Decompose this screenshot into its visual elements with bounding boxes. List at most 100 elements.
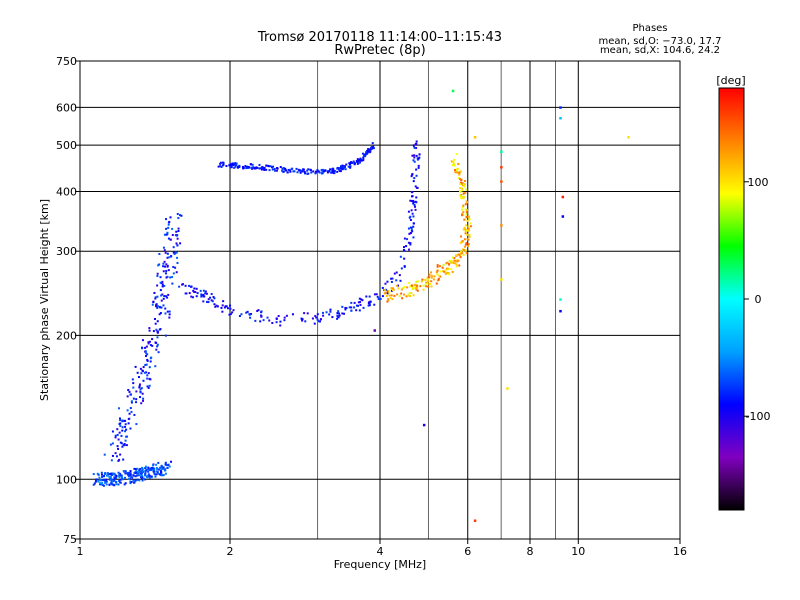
echo-point xyxy=(258,167,261,170)
echo-point xyxy=(402,286,405,289)
echo-point xyxy=(126,409,129,412)
echo-point xyxy=(159,312,162,315)
echo-point xyxy=(276,167,279,170)
echo-point xyxy=(121,426,124,429)
echo-point xyxy=(162,297,165,300)
echo-point xyxy=(253,167,256,170)
echo-point xyxy=(358,297,361,300)
echo-point xyxy=(298,169,301,172)
echo-point xyxy=(390,289,393,292)
echo-point xyxy=(222,300,225,303)
echo-point xyxy=(286,171,289,174)
x-tick-label: 1 xyxy=(77,545,84,558)
echo-point xyxy=(391,277,394,280)
echo-point xyxy=(445,262,448,265)
echo-point xyxy=(427,276,430,279)
echo-point xyxy=(469,222,472,225)
echo-point xyxy=(166,265,169,268)
echo-point xyxy=(135,390,138,393)
echo-point xyxy=(130,410,133,413)
echo-point xyxy=(124,425,127,428)
echo-point xyxy=(165,276,168,279)
echo-point xyxy=(113,477,116,480)
echo-point xyxy=(417,166,420,169)
echo-point xyxy=(420,280,423,283)
echo-point xyxy=(152,330,155,333)
echo-point xyxy=(409,232,412,235)
echo-point xyxy=(345,307,348,310)
echo-point xyxy=(468,233,471,236)
echo-point xyxy=(357,160,360,163)
echo-point xyxy=(265,164,268,167)
echo-point xyxy=(350,309,353,312)
echo-point xyxy=(159,289,162,292)
echo-point xyxy=(465,242,468,245)
echo-point xyxy=(166,252,169,255)
echo-point xyxy=(165,218,168,221)
echo-point xyxy=(195,295,198,298)
echo-point xyxy=(217,165,220,168)
echo-point xyxy=(410,195,413,198)
echo-point xyxy=(147,468,150,471)
echo-point xyxy=(207,298,210,301)
echo-point xyxy=(117,438,120,441)
echo-point xyxy=(145,345,148,348)
echo-point xyxy=(293,170,296,173)
echo-point xyxy=(281,169,284,172)
echo-point xyxy=(438,274,441,277)
echo-point xyxy=(301,318,304,321)
echo-point xyxy=(318,320,321,323)
echo-point xyxy=(466,219,469,222)
echo-point xyxy=(166,256,169,259)
echo-point xyxy=(129,475,132,478)
echo-point xyxy=(371,142,374,145)
echo-point xyxy=(422,423,426,427)
echo-point xyxy=(160,473,163,476)
echo-point xyxy=(175,242,178,245)
echo-point xyxy=(124,430,127,433)
echo-point xyxy=(164,334,167,337)
echo-point xyxy=(368,303,371,306)
echo-point xyxy=(149,360,152,363)
echo-point xyxy=(129,407,132,410)
echo-point xyxy=(110,473,113,476)
echo-point xyxy=(342,166,345,169)
echo-point xyxy=(116,428,119,431)
echo-point xyxy=(314,314,317,317)
echo-point xyxy=(279,166,282,169)
echo-point xyxy=(300,170,303,173)
echo-point xyxy=(411,173,414,176)
echo-point xyxy=(139,473,142,476)
echo-point xyxy=(156,272,159,275)
echo-point xyxy=(129,470,132,473)
echo-point xyxy=(451,164,454,167)
echo-point xyxy=(458,171,461,174)
echo-point xyxy=(166,231,169,234)
echo-point xyxy=(463,185,466,188)
echo-point xyxy=(157,472,160,475)
echo-point xyxy=(151,344,154,347)
echo-point xyxy=(127,422,130,425)
echo-point xyxy=(161,283,164,286)
echo-point xyxy=(155,463,158,466)
echo-point xyxy=(232,309,235,312)
echo-point xyxy=(325,311,328,314)
echo-point xyxy=(144,478,147,481)
echo-point xyxy=(337,168,340,171)
echo-point xyxy=(248,166,251,169)
echo-point xyxy=(156,330,159,333)
echo-point xyxy=(418,153,421,156)
echo-point xyxy=(147,342,150,345)
stats-o-mode: mean, sd,O: −73.0, 17.7 xyxy=(599,36,722,47)
echo-point xyxy=(446,261,449,264)
echo-point xyxy=(452,162,455,165)
echo-point xyxy=(453,169,456,172)
echo-point xyxy=(160,299,163,302)
echo-point xyxy=(235,162,238,165)
echo-point xyxy=(358,301,361,304)
echo-point xyxy=(119,441,122,444)
echo-point xyxy=(160,294,163,297)
echo-point xyxy=(386,280,389,283)
echo-point xyxy=(147,475,150,478)
echo-point xyxy=(144,474,147,477)
